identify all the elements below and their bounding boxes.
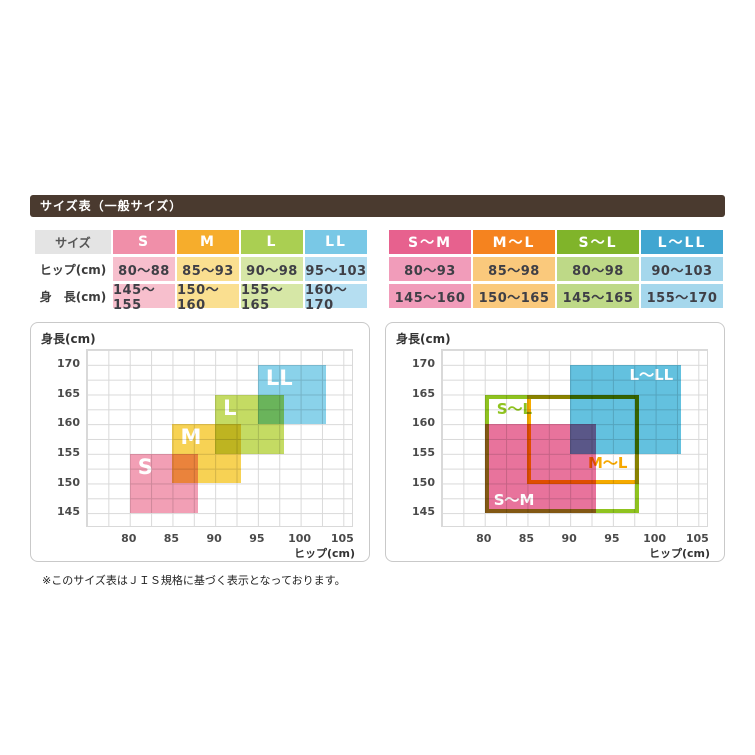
size-chart-infographic: サイズ表（一般サイズ） サイズ S M L LL ヒップ(cm) 80〜88 85〜93 90〜…: [30, 195, 725, 588]
x-tick: 90: [206, 532, 222, 545]
x-tick: 100: [643, 532, 667, 545]
size-col-header-M〜L: M〜L: [473, 230, 555, 254]
height-range-cell-M〜L: 150〜165: [473, 284, 555, 308]
x-axis-label: ヒップ(cm): [648, 547, 710, 560]
size-col-header-M: M: [177, 230, 239, 254]
size-table-corner-label: サイズ: [35, 230, 111, 254]
y-tick: 145: [57, 505, 80, 519]
size-region-label: S〜L: [496, 399, 533, 418]
y-tick: 155: [57, 445, 80, 459]
y-axis-label: 身長(cm): [396, 332, 451, 346]
combined-size-chart: 身長(cm) ヒップ(cm) S〜M L〜LL S〜L M〜L 80 85 90 95 100 105…: [385, 322, 725, 562]
x-tick: 105: [685, 532, 709, 545]
size-charts: 身長(cm) ヒップ(cm) S M L LL 80 85 90 95 100 105 145 150 15…: [30, 322, 725, 562]
hip-range-cell-M: 85〜93: [177, 257, 239, 281]
hip-range-cell-S〜M: 80〜93: [389, 257, 471, 281]
general-size-table: サイズ S M L LL ヒップ(cm) 80〜88 85〜93 90〜98 95〜103 身 長(…: [35, 230, 367, 313]
y-tick: 160: [412, 416, 435, 430]
size-region-label: S: [137, 454, 153, 479]
size-col-header-S: S: [113, 230, 175, 254]
y-tick: 155: [412, 445, 435, 459]
y-tick: 170: [57, 356, 80, 370]
size-region-label: S〜M: [493, 490, 535, 509]
x-tick: 90: [561, 532, 577, 545]
row-label-hip: ヒップ(cm): [39, 262, 107, 277]
x-tick: 95: [604, 532, 620, 545]
plot-grid: S M L LL: [86, 349, 353, 527]
hip-range-cell-M〜L: 85〜98: [473, 257, 555, 281]
size-col-header-S〜M: S〜M: [389, 230, 471, 254]
x-tick: 105: [330, 532, 354, 545]
hip-range-cell-LL: 95〜103: [305, 257, 367, 281]
size-col-header-L: L: [241, 230, 303, 254]
general-size-chart: 身長(cm) ヒップ(cm) S M L LL 80 85 90 95 100 105 145 150 15…: [30, 322, 370, 562]
height-range-cell-S〜L: 145〜165: [557, 284, 639, 308]
y-tick: 160: [57, 416, 80, 430]
x-tick: 80: [476, 532, 492, 545]
y-tick: 170: [412, 356, 435, 370]
size-tables: サイズ S M L LL ヒップ(cm) 80〜88 85〜93 90〜98 95〜103 身 長(…: [30, 230, 725, 313]
row-label-height: 身 長(cm): [39, 289, 107, 304]
combined-size-table: S〜M M〜L S〜L L〜LL 80〜93 85〜98 80〜98 90〜103 145〜16…: [389, 230, 723, 308]
section-title-bar: サイズ表（一般サイズ）: [30, 195, 725, 217]
size-region-LL: LL: [257, 364, 327, 425]
hip-range-cell-S〜L: 80〜98: [557, 257, 639, 281]
height-range-cell-L: 155〜165: [241, 283, 303, 313]
height-range-cell-S: 145〜155: [113, 283, 175, 313]
section-title: サイズ表（一般サイズ）: [40, 199, 183, 213]
y-tick: 150: [412, 475, 435, 489]
size-region-L〜LL: L〜LL: [570, 364, 682, 454]
y-tick: 165: [412, 386, 435, 400]
size-region-label: L〜LL: [629, 365, 674, 384]
x-tick: 85: [163, 532, 180, 545]
hip-range-cell-S: 80〜88: [113, 257, 175, 281]
height-range-cell-LL: 160〜170: [305, 283, 367, 313]
size-col-header-LL: LL: [305, 230, 367, 254]
x-axis-label: ヒップ(cm): [293, 547, 355, 560]
size-region-M〜L: M〜L: [527, 394, 639, 484]
size-col-header-S〜L: S〜L: [557, 230, 639, 254]
hip-range-cell-L〜LL: 90〜103: [641, 257, 723, 281]
plot-grid: S〜M L〜LL S〜L M〜L: [441, 349, 708, 527]
size-region-label: M: [180, 425, 202, 450]
height-range-cell-M: 150〜160: [177, 283, 239, 313]
y-axis-label: 身長(cm): [41, 332, 96, 346]
size-region-label: M〜L: [588, 454, 628, 473]
x-tick: 80: [121, 532, 137, 545]
y-tick: 165: [57, 386, 80, 400]
hip-range-cell-L: 90〜98: [241, 257, 303, 281]
height-range-cell-S〜M: 145〜160: [389, 284, 471, 308]
y-tick: 150: [57, 475, 80, 489]
x-tick: 100: [288, 532, 312, 545]
jis-note: ※このサイズ表はＪＩＳ規格に基づく表示となっております。: [42, 574, 346, 587]
x-tick: 95: [249, 532, 265, 545]
y-tick: 145: [412, 505, 435, 519]
height-range-cell-L〜LL: 155〜170: [641, 284, 723, 308]
x-tick: 85: [518, 532, 535, 545]
size-col-header-L〜LL: L〜LL: [641, 230, 723, 254]
size-region-label: LL: [265, 365, 293, 390]
size-region-label: L: [223, 395, 237, 420]
